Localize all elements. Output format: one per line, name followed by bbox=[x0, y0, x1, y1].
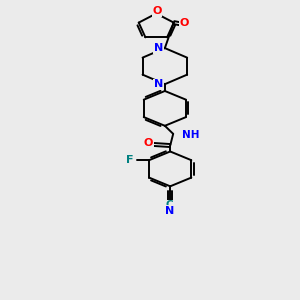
Text: N: N bbox=[154, 79, 163, 89]
Text: F: F bbox=[126, 155, 134, 165]
Text: O: O bbox=[180, 18, 189, 28]
Text: N: N bbox=[154, 43, 163, 53]
Text: NH: NH bbox=[182, 130, 199, 140]
Text: C: C bbox=[166, 200, 173, 210]
Text: O: O bbox=[152, 6, 161, 16]
Text: O: O bbox=[144, 138, 153, 148]
Text: N: N bbox=[165, 206, 174, 216]
